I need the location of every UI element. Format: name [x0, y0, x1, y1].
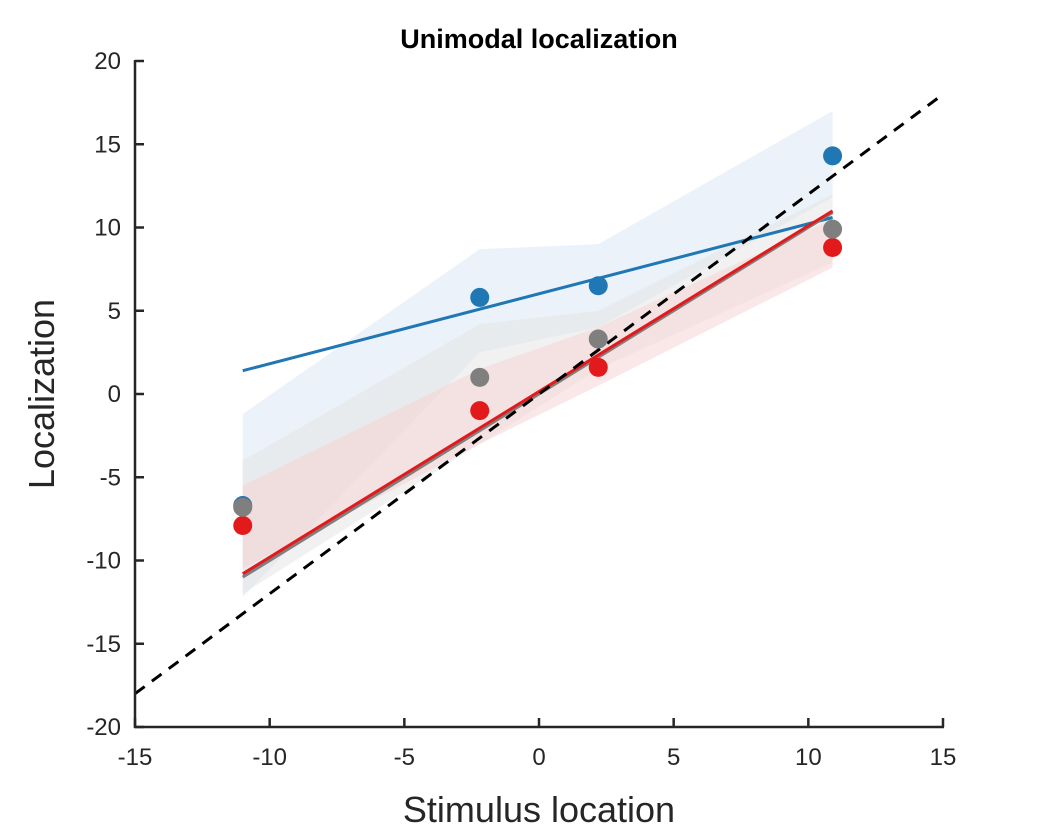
y-tick-label: -15 — [86, 631, 121, 658]
x-tick-label: -5 — [394, 744, 415, 771]
y-tick-label: -5 — [100, 464, 121, 491]
y-tick-label: 10 — [94, 215, 121, 242]
data-point-2-2 — [470, 367, 490, 387]
y-tick-label: 15 — [94, 131, 121, 158]
data-point-3-4 — [823, 237, 843, 257]
data-point-2-1 — [233, 497, 253, 517]
data-point-1-4 — [823, 146, 843, 166]
chart-title: Unimodal localization — [400, 24, 678, 54]
data-point-2-4 — [823, 219, 843, 239]
data-points — [233, 146, 843, 536]
y-tick-label: 5 — [108, 298, 121, 325]
x-tick-label: 15 — [930, 744, 957, 771]
axes: -15 -10 -5 0 5 10 15 -20 -15 -10 -5 0 5 10 15 20 — [86, 48, 956, 771]
fit-lines — [241, 209, 834, 579]
y-tick-label: 20 — [94, 48, 121, 75]
data-point-3-1 — [233, 516, 253, 536]
x-axis-label: Stimulus location — [403, 789, 675, 830]
x-tick-label: -15 — [118, 744, 153, 771]
x-tick-label: -10 — [252, 744, 287, 771]
y-tick-label: -20 — [86, 714, 121, 741]
data-point-3-3 — [588, 357, 608, 377]
fit-line-2 — [241, 211, 834, 579]
data-point-3-2 — [470, 401, 490, 421]
x-tick-label: 5 — [667, 744, 680, 771]
data-point-2-3 — [588, 329, 608, 349]
y-tick-label: 0 — [108, 381, 121, 408]
y-axis-label: Localization — [21, 299, 62, 489]
fit-line-1 — [242, 216, 833, 373]
confidence-band-1 — [242, 110, 833, 598]
y-tick-label: -10 — [86, 548, 121, 575]
x-tick-label: 10 — [795, 744, 822, 771]
data-point-1-3 — [588, 276, 608, 296]
fit-line-3 — [241, 209, 834, 576]
x-tick-label: 0 — [532, 744, 545, 771]
data-point-1-2 — [470, 287, 490, 307]
